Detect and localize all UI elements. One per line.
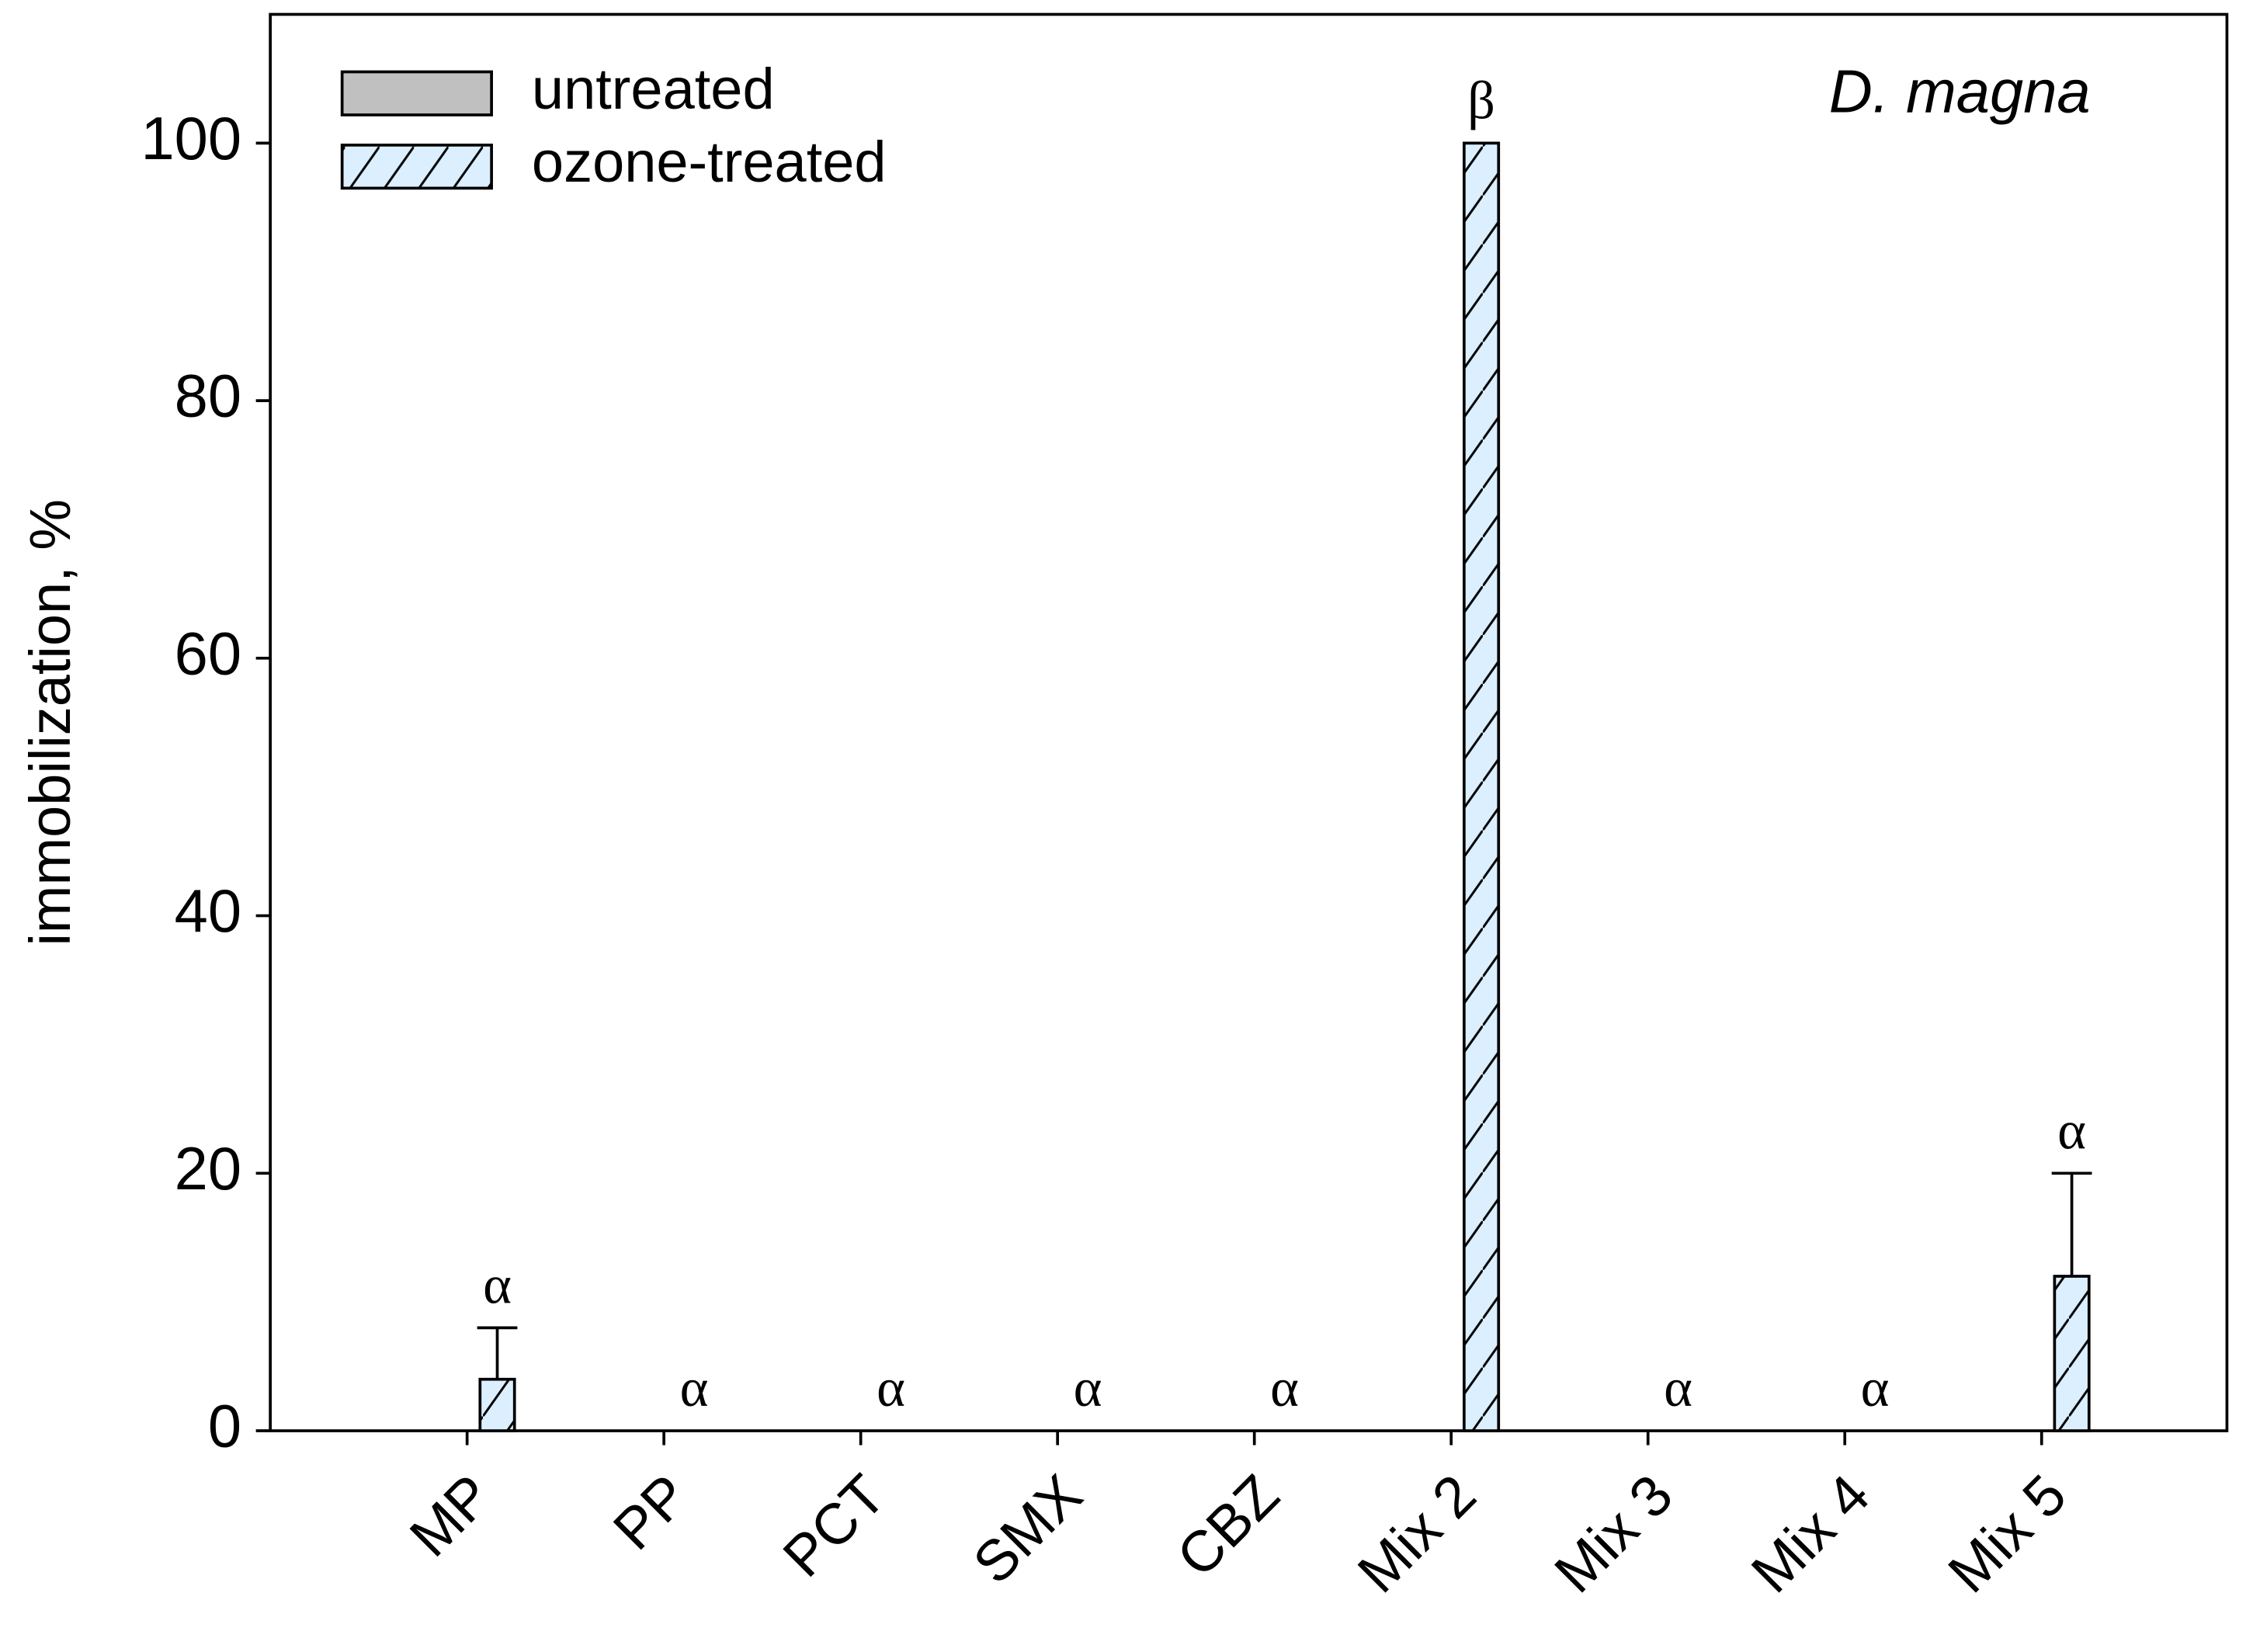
- y-tick-label: 20: [175, 1136, 241, 1203]
- plot-frame: [269, 12, 2229, 1432]
- x-tick-label: Mix 5: [1935, 1462, 2078, 1605]
- significance-label: β: [1467, 70, 1495, 130]
- x-tick-label: Mix 4: [1739, 1462, 1882, 1605]
- significance-label: α: [1074, 1358, 1102, 1418]
- legend-label: ozone-treated: [532, 130, 887, 194]
- bar: [478, 1377, 516, 1432]
- x-tick-label: PCT: [771, 1462, 897, 1588]
- significance-label: α: [680, 1358, 709, 1418]
- bar: [2053, 1275, 2091, 1432]
- y-tick-label: 80: [175, 363, 241, 430]
- significance-label: α: [2057, 1100, 2086, 1161]
- significance-label: α: [1861, 1358, 1890, 1418]
- significance-label: α: [1270, 1358, 1299, 1418]
- legend-swatch: [340, 144, 493, 190]
- x-tick-label: PP: [601, 1462, 700, 1561]
- bar: [1463, 141, 1501, 1432]
- significance-label: α: [483, 1255, 512, 1315]
- x-tick-label: CBZ: [1165, 1462, 1291, 1588]
- y-tick-label: 40: [175, 878, 241, 945]
- chart-title: D. magna: [1829, 59, 2091, 126]
- x-tick-label: MP: [397, 1462, 504, 1568]
- y-tick-label: 100: [141, 106, 241, 172]
- legend-label: untreated: [532, 57, 775, 121]
- significance-label: α: [1664, 1358, 1692, 1418]
- significance-label: α: [877, 1358, 905, 1418]
- x-tick-label: SMX: [960, 1462, 1094, 1595]
- x-tick-label: Mix 2: [1345, 1462, 1488, 1605]
- y-tick-label: 0: [208, 1393, 241, 1460]
- legend-swatch: [340, 70, 493, 116]
- y-axis-label: immobilization, %: [18, 499, 82, 946]
- y-tick-label: 60: [175, 620, 241, 687]
- x-tick-label: Mix 3: [1542, 1462, 1685, 1605]
